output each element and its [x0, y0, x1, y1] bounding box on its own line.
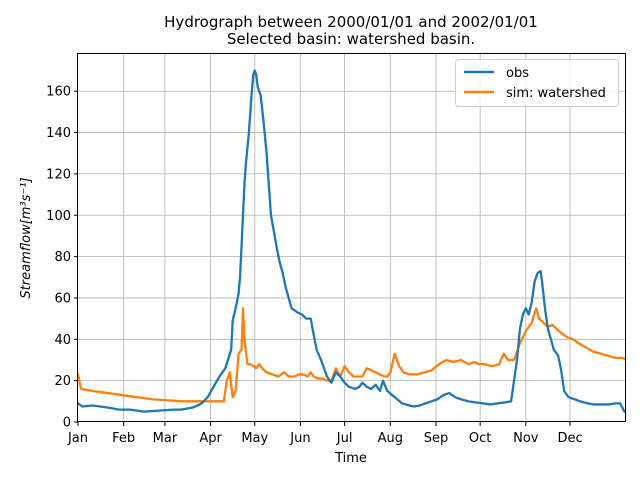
x-tick-label: Nov — [513, 431, 539, 446]
plot-frame — [77, 53, 626, 422]
x-tick-label: Sep — [424, 431, 449, 446]
x-tick-label: Oct — [469, 431, 491, 446]
x-tick-label: Feb — [112, 431, 135, 446]
chart-title-line-2: Selected basin: watershed basin. — [227, 30, 475, 48]
y-tick-label: 20 — [54, 374, 71, 389]
y-tick-label: 160 — [46, 85, 71, 100]
y-axis-label-quantity: Streamflow — [19, 224, 34, 299]
y-tick-label: 80 — [54, 250, 71, 265]
x-tick-label: Apr — [199, 431, 222, 446]
series-lines — [78, 69, 626, 413]
x-tick-label: Jun — [289, 431, 310, 446]
legend-label-sim: sim: watershed — [506, 86, 606, 101]
x-tick-label: Dec — [557, 431, 582, 446]
y-tick-label: 40 — [54, 333, 71, 348]
series-line-obs — [78, 69, 626, 413]
x-tick-label: May — [241, 431, 268, 446]
x-tick-label: Aug — [378, 431, 403, 446]
y-axis-label-unit: [m³s⁻¹] — [19, 177, 34, 224]
chart-title-line-1: Hydrograph between 2000/01/01 and 2002/0… — [164, 13, 538, 31]
y-tick-label: 140 — [46, 126, 71, 141]
y-tick-label: 120 — [46, 167, 71, 182]
legend: obs sim: watershed — [455, 59, 619, 107]
series-line-sim-watershed — [78, 307, 626, 403]
axis-ticks: Jan Feb Mar Apr May Jun Jul Aug Sep Oct Nov Dec 0 20 4… — [46, 85, 582, 446]
x-tick-label: Jan — [67, 431, 88, 446]
y-tick-label: 60 — [54, 291, 71, 306]
y-tick-label: 100 — [46, 209, 71, 224]
legend-box — [455, 59, 619, 107]
y-axis-label: Streamflow[m³s⁻¹] — [19, 177, 34, 298]
x-tick-label: Mar — [153, 431, 178, 446]
x-tick-label: Jul — [336, 431, 353, 446]
y-tick-label: 0 — [63, 416, 71, 431]
x-axis-label: Time — [334, 451, 367, 466]
legend-label-obs: obs — [506, 66, 529, 81]
